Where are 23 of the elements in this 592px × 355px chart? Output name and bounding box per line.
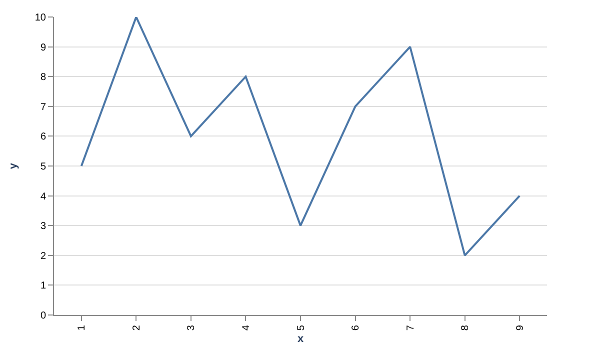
y-tick-label: 5 bbox=[40, 162, 46, 172]
y-tick-label: 9 bbox=[40, 42, 46, 54]
y-tick-label: 10 bbox=[34, 12, 46, 24]
x-tick-label: 7 bbox=[405, 324, 416, 331]
x-tick-label: 4 bbox=[240, 324, 252, 331]
x-tick-label: 3 bbox=[186, 324, 198, 331]
line-series bbox=[80, 17, 521, 256]
y-tick-label: 2 bbox=[40, 250, 46, 262]
y-axis-title: y bbox=[8, 162, 20, 170]
x-axis-title: x bbox=[297, 332, 304, 345]
y-tick-label: 8 bbox=[40, 72, 46, 84]
y-tick-label: 0 bbox=[40, 310, 46, 322]
x-tick-label: 6 bbox=[350, 324, 362, 331]
y-tick-label: 3 bbox=[40, 221, 46, 232]
y-tick-label: 7 bbox=[40, 102, 46, 113]
x-tick-label: 5 bbox=[296, 324, 307, 331]
y-tick-label: 4 bbox=[40, 191, 46, 202]
x-tick-label: 8 bbox=[460, 324, 472, 331]
y-tick-label: 1 bbox=[40, 280, 46, 292]
x-tick-label: 1 bbox=[76, 324, 88, 331]
x-tick-label: 2 bbox=[131, 324, 142, 331]
y-tick-label: 6 bbox=[40, 132, 46, 143]
x-tick-label: 9 bbox=[514, 324, 526, 331]
